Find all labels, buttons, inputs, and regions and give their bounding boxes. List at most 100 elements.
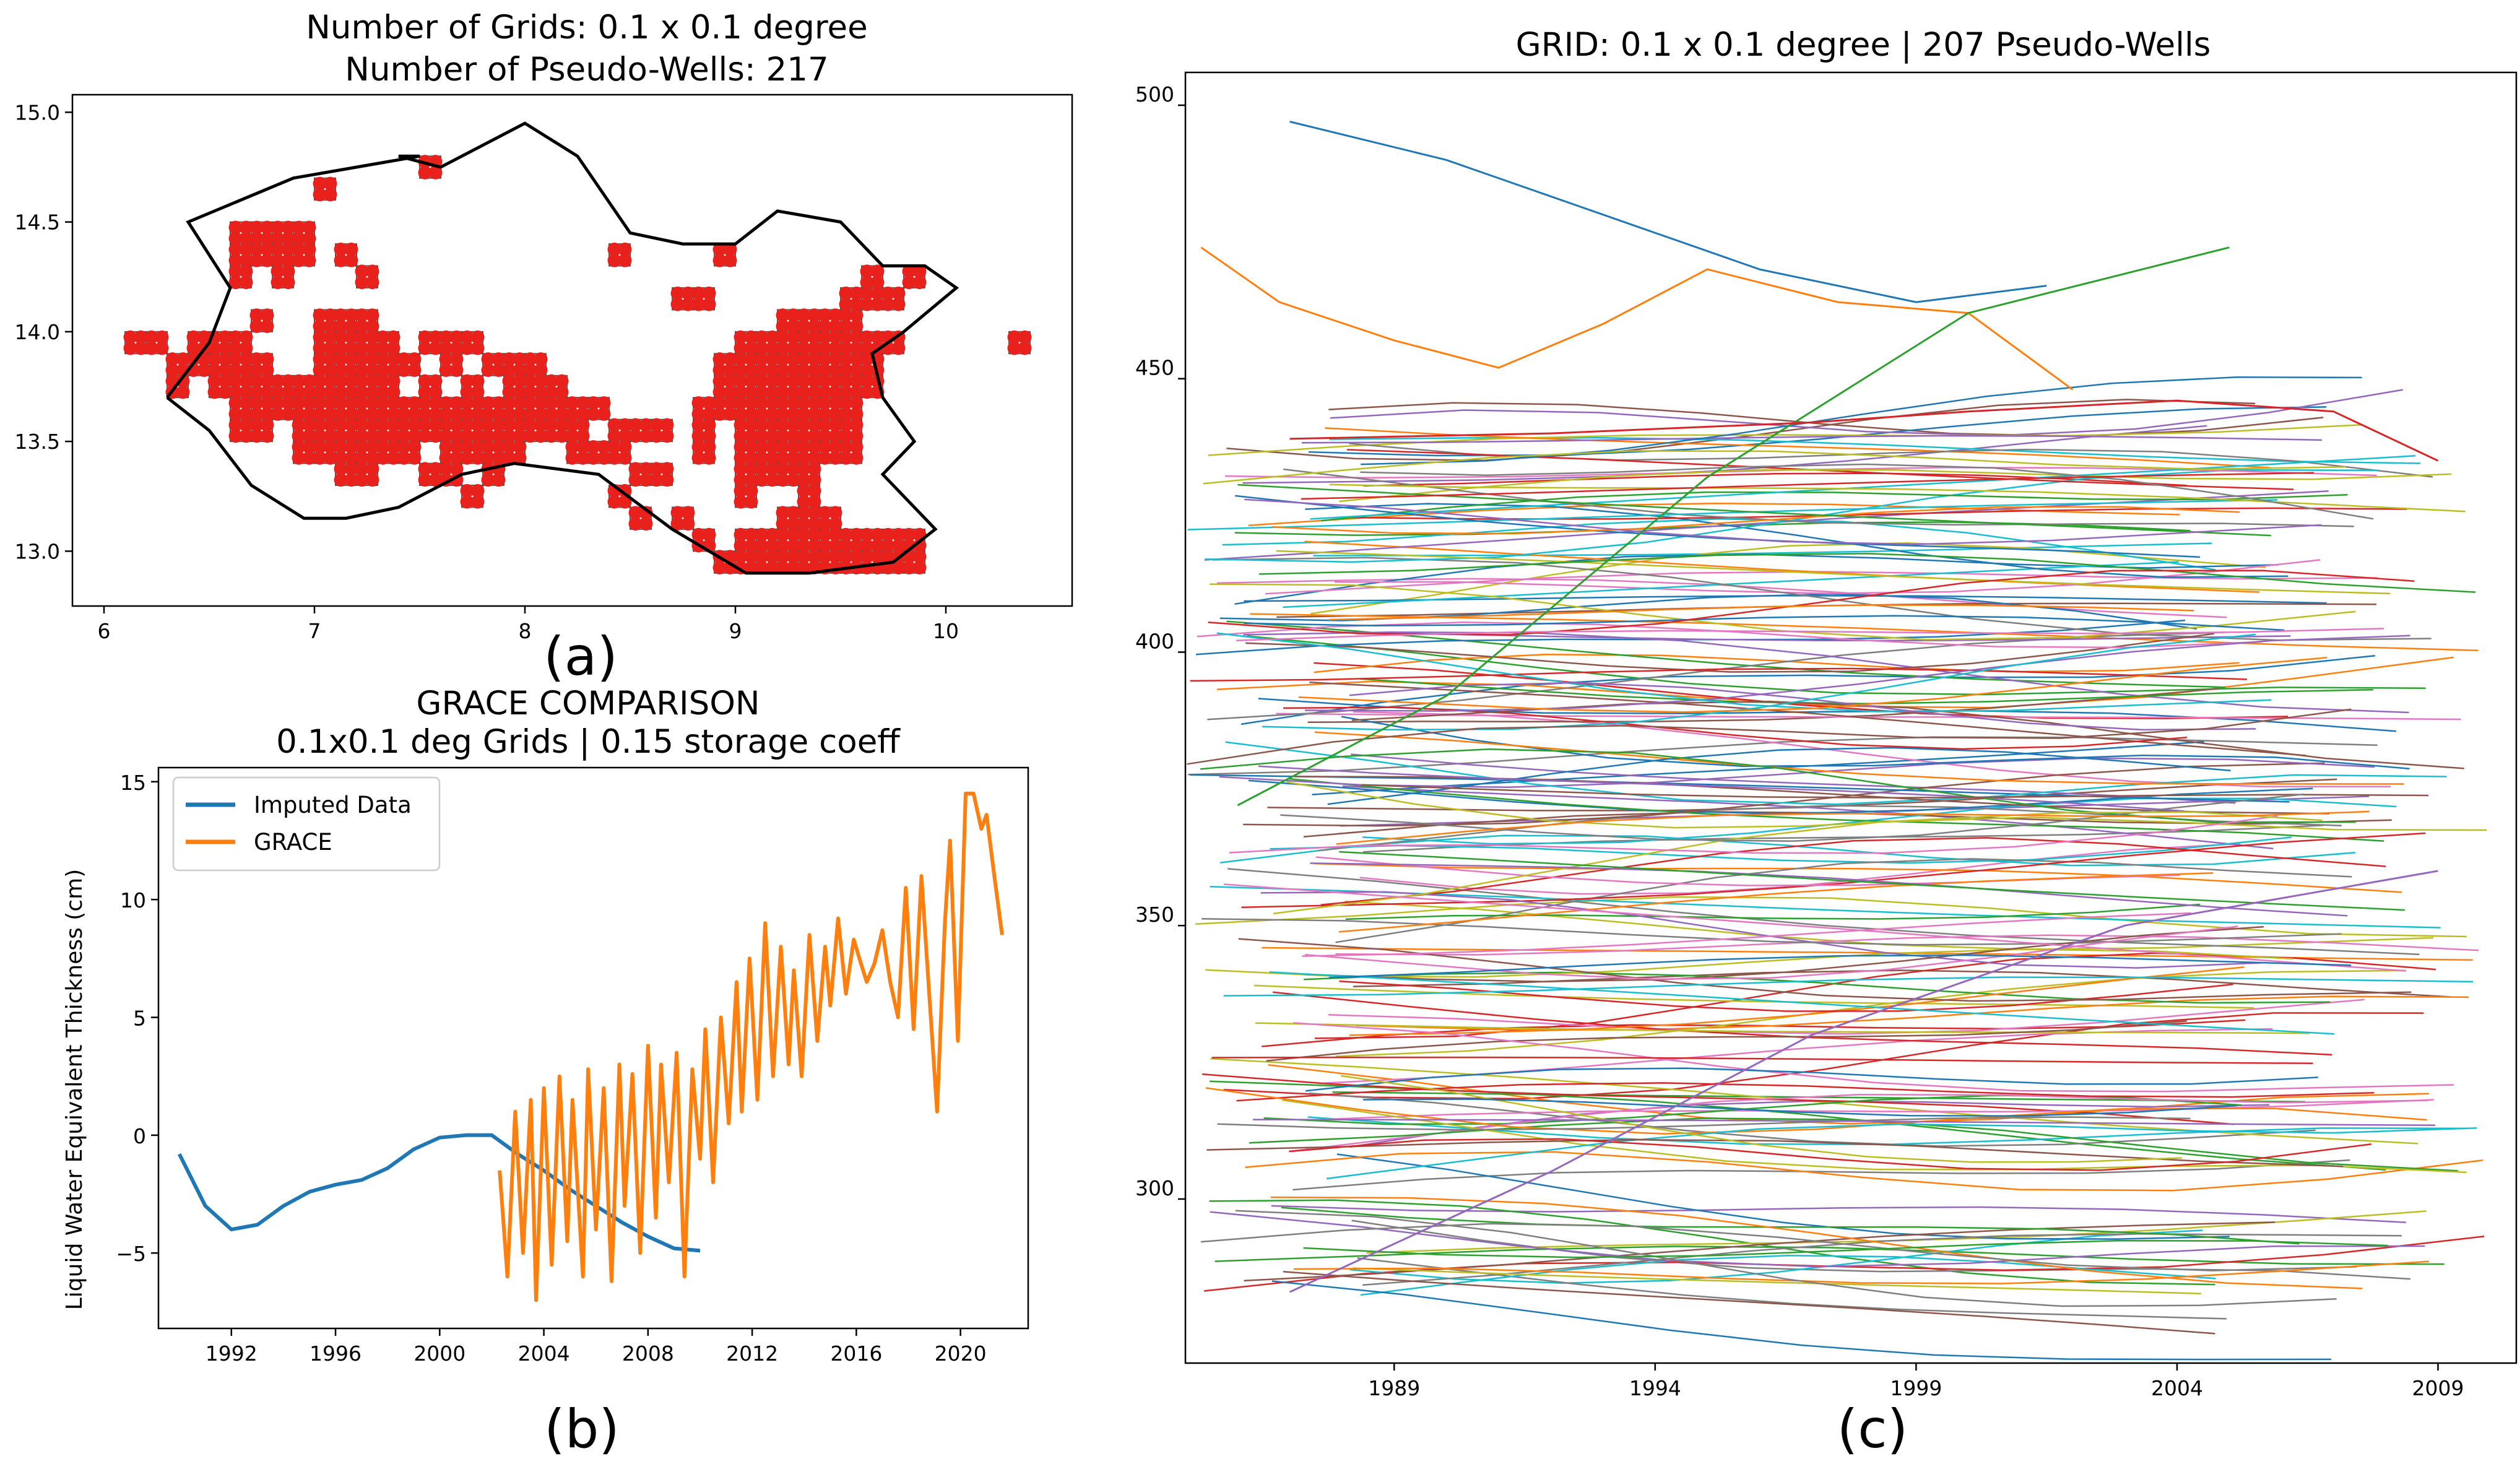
pseudo-well-point [860, 275, 874, 290]
pseudo-well-point [365, 308, 379, 323]
pseudo-well-point [334, 451, 348, 465]
pseudo-well-point [660, 429, 674, 443]
well-series-line [1340, 1075, 2182, 1163]
grid-cell [145, 331, 168, 355]
pseudo-well-point [334, 429, 348, 443]
pseudo-well-point [755, 352, 769, 366]
pseudo-well-point [428, 385, 443, 399]
pseudo-well-point [323, 352, 337, 366]
y-tick-label: 500 [1135, 82, 1174, 106]
pseudo-well-point [776, 539, 790, 553]
pseudo-well-point [712, 407, 727, 421]
pseudo-well-point [460, 429, 474, 443]
pseudo-well-point [607, 451, 621, 465]
pseudo-well-point [670, 286, 685, 300]
pseudo-well-point [765, 352, 779, 366]
pseudo-well-point [639, 462, 653, 476]
pseudo-well-point [281, 220, 295, 235]
well-series-line-well-4 [1289, 399, 2439, 462]
well-series-line [1271, 1280, 2332, 1361]
pseudo-well-point [902, 527, 916, 542]
pseudo-well-point [355, 374, 369, 388]
pseudo-well-point [860, 363, 874, 377]
pseudo-well-point [218, 385, 232, 399]
pseudo-well-point [807, 396, 821, 410]
legend-label-grace: GRACE [254, 829, 332, 855]
grid-cell [251, 353, 273, 376]
pseudo-well-point [734, 330, 748, 344]
pseudo-well-point [712, 352, 727, 366]
pseudo-well-point [344, 330, 358, 344]
pseudo-well-point [334, 385, 348, 399]
pseudo-well-point [786, 330, 800, 344]
well-series-line [1305, 1067, 2318, 1092]
pseudo-well-point [281, 407, 295, 421]
pseudo-well-point [807, 483, 821, 498]
pseudo-well-point [734, 527, 748, 542]
well-series-line [1250, 613, 2479, 651]
pseudo-well-point [460, 440, 474, 454]
pseudo-well-point [755, 330, 769, 344]
pseudo-well-point [344, 418, 358, 432]
pseudo-well-point [744, 396, 758, 410]
pseudo-well-point [491, 352, 506, 366]
well-series-line [1349, 966, 2245, 1036]
pseudo-well-point [828, 539, 842, 553]
pseudo-well-point [228, 330, 243, 344]
pseudo-well-point [292, 253, 306, 267]
pseudo-well-point [534, 385, 548, 399]
pseudo-well-point [755, 550, 769, 564]
pseudo-well-point [281, 264, 295, 279]
pseudo-well-point [534, 418, 548, 432]
pseudo-well-point [428, 165, 443, 180]
pseudo-well-point [807, 473, 821, 487]
pseudo-well-point [365, 407, 379, 421]
pseudo-well-point [797, 517, 811, 531]
pseudo-well-point [386, 440, 401, 454]
pseudo-well-point [544, 429, 558, 443]
pseudo-well-point [639, 429, 653, 443]
pseudo-well-point [523, 374, 537, 388]
pseudo-well-point [544, 396, 558, 410]
pseudo-well-point [744, 451, 758, 465]
pseudo-well-point [239, 385, 253, 399]
pseudo-well-point [418, 396, 432, 410]
pseudo-well-point [534, 429, 548, 443]
pseudo-well-point [902, 264, 916, 279]
pseudo-well-point [491, 451, 506, 465]
pseudo-well-point [744, 330, 758, 344]
pseudo-well-point [565, 451, 579, 465]
well-series-line [1263, 1094, 2242, 1125]
pseudo-well-point [849, 407, 864, 421]
well-series-line [1242, 425, 2207, 484]
pseudo-well-point [891, 286, 906, 300]
pseudo-well-point [228, 407, 243, 421]
well-series-line [1258, 765, 2184, 812]
pseudo-well-point [734, 550, 748, 564]
pseudo-well-point [344, 308, 358, 323]
pseudo-well-point [334, 363, 348, 377]
pseudo-well-point [691, 297, 706, 311]
pseudo-well-point [744, 539, 758, 553]
chart-c-frame [1184, 71, 2518, 1364]
pseudo-well-point [449, 407, 464, 421]
pseudo-well-point [228, 396, 243, 410]
pseudo-well-point [776, 396, 790, 410]
pseudo-well-point [386, 396, 401, 410]
chart-b-legend: Imputed Data GRACE [172, 776, 441, 872]
pseudo-well-point [723, 352, 737, 366]
legend-label-imputed: Imputed Data [254, 792, 412, 818]
pseudo-well-point [744, 418, 758, 432]
well-series-line-well-1 [1289, 121, 2047, 303]
pseudo-well-point [334, 407, 348, 421]
pseudo-well-point [323, 308, 337, 323]
pseudo-well-point [239, 232, 253, 246]
pseudo-well-point [628, 418, 643, 432]
pseudo-well-point [271, 275, 285, 290]
pseudo-well-point [386, 374, 401, 388]
pseudo-well-point [586, 407, 600, 421]
pseudo-well-point [418, 462, 432, 476]
pseudo-well-point [755, 418, 769, 432]
pseudo-well-point [765, 527, 779, 542]
pseudo-well-point [418, 429, 432, 443]
